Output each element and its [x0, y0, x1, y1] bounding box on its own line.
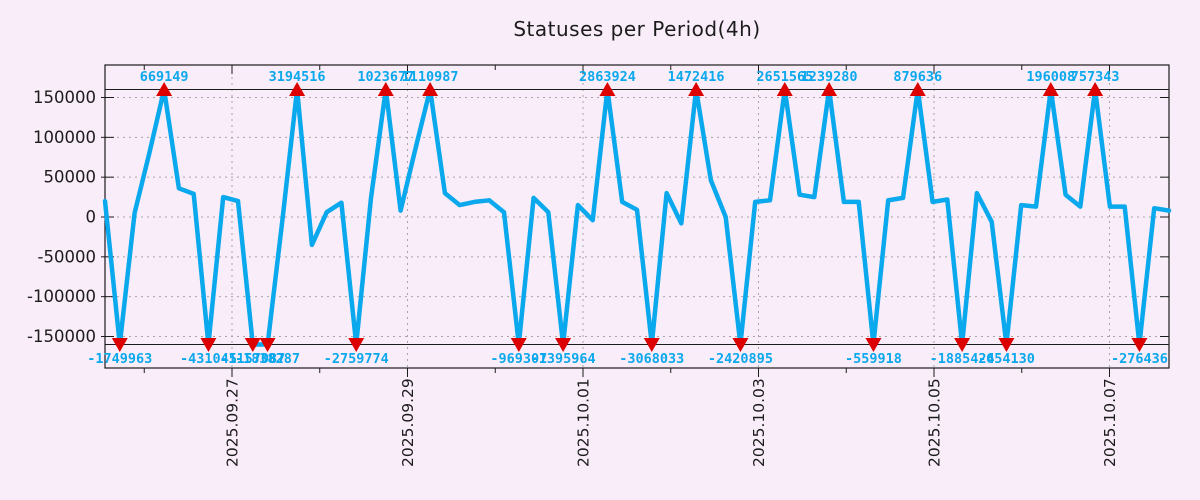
- x-tick-label: 2025.10.03: [750, 378, 768, 467]
- trough-label: -3068033: [619, 351, 684, 367]
- peak-marker: [289, 82, 306, 96]
- peak-label: 2651565: [756, 69, 813, 85]
- peak-label: 3194516: [269, 69, 326, 85]
- y-tick-label: -50000: [38, 247, 96, 266]
- peak-marker: [821, 82, 838, 96]
- peak-marker: [599, 82, 616, 96]
- peak-marker: [422, 82, 439, 96]
- trough-marker: [111, 338, 128, 352]
- peak-label: 2863924: [579, 69, 636, 85]
- trough-marker: [865, 338, 882, 352]
- x-tick-label: 2025.09.27: [224, 378, 242, 467]
- peak-marker: [1087, 82, 1104, 96]
- peak-marker: [909, 82, 926, 96]
- trough-marker: [1131, 338, 1148, 352]
- trough-label: -1838287: [235, 351, 300, 367]
- peak-label: 196008: [1026, 69, 1075, 85]
- y-tick-label: -150000: [27, 327, 96, 346]
- trough-label: -1157087: [220, 351, 285, 367]
- trough-label: -431045: [180, 351, 237, 367]
- peak-label: 1472416: [668, 69, 725, 85]
- trough-marker: [998, 338, 1015, 352]
- chart-title: Statuses per Period(4h): [513, 17, 761, 41]
- y-tick-label: 0: [86, 208, 97, 227]
- x-tick-label: 2025.10.05: [926, 378, 944, 467]
- trough-marker: [555, 338, 572, 352]
- trough-marker: [244, 338, 261, 352]
- trough-label: -1749963: [87, 351, 152, 367]
- trough-label: -2759774: [324, 351, 389, 367]
- peak-label: 1110987: [402, 69, 459, 85]
- peak-marker: [156, 82, 173, 96]
- peak-label: 1023677: [357, 69, 414, 85]
- peak-marker: [1042, 82, 1059, 96]
- trough-label: -1885424: [930, 351, 995, 367]
- peak-label: 669149: [140, 69, 189, 85]
- trough-marker: [200, 338, 217, 352]
- trough-label: -2420895: [708, 351, 773, 367]
- peak-marker: [688, 82, 705, 96]
- trough-marker: [732, 338, 749, 352]
- trough-label: -1395964: [531, 351, 596, 367]
- data-line: [102, 87, 1172, 347]
- peak-label: 1239280: [801, 69, 858, 85]
- x-tick-label: 2025.10.01: [575, 378, 593, 467]
- trough-marker: [954, 338, 971, 352]
- trough-label: -559918: [845, 351, 902, 367]
- y-tick-label: 100000: [33, 128, 96, 147]
- x-tick-label: 2025.10.07: [1101, 378, 1119, 467]
- peak-marker: [377, 82, 394, 96]
- y-tick-label: 50000: [44, 168, 97, 187]
- x-tick-label: 2025.09.29: [399, 378, 417, 467]
- peak-label: 879636: [893, 69, 942, 85]
- trough-marker: [510, 338, 527, 352]
- y-tick-label: 150000: [33, 88, 96, 107]
- y-tick-label: -100000: [27, 287, 96, 306]
- trough-marker: [643, 338, 660, 352]
- trough-label: -969307: [490, 351, 547, 367]
- peak-marker: [776, 82, 793, 96]
- trough-label: -276436: [1111, 351, 1168, 367]
- peak-label: 757343: [1071, 69, 1120, 85]
- trough-marker: [259, 338, 276, 352]
- trough-marker: [348, 338, 365, 352]
- trough-label: -654130: [978, 351, 1035, 367]
